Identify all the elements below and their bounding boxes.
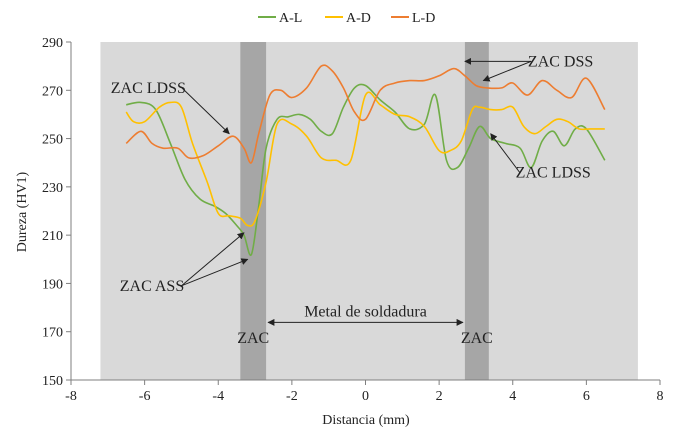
annotation-arrow-1-0: [181, 232, 245, 287]
x-tick-label: 2: [436, 389, 443, 404]
y-tick-label: 230: [42, 181, 63, 196]
legend-label-L-D: L-D: [412, 11, 435, 26]
x-tick-label: -8: [65, 389, 77, 404]
y-tick-label: 270: [42, 84, 63, 99]
x-tick-label: 0: [362, 389, 369, 404]
annotation-arrow-0-0: [181, 87, 230, 135]
series-line-L-D: [125, 64, 606, 164]
y-tick-label: 190: [42, 277, 63, 292]
series-line-A-L: [126, 83, 606, 257]
weld-metal-label: Metal de soldadura: [304, 303, 427, 320]
y-ticks: 150 170 190 210 230 250 270 290: [42, 36, 71, 389]
legend-label-A-D: A-D: [346, 11, 371, 26]
x-tick-label: -6: [139, 389, 151, 404]
y-tick-label: 210: [42, 229, 63, 244]
y-axis-title: Dureza (HV1): [15, 171, 30, 252]
haz-band-right: [464, 42, 489, 380]
annotation-arrow-1-1: [181, 258, 249, 287]
plot-area: ZAC LDSS ZAC ASS ZAC DSS ZAC LDSS: [100, 42, 638, 380]
x-tick-label: -4: [212, 389, 224, 404]
haz-label-left: ZAC: [237, 330, 269, 347]
annotation-label-1: ZAC ASS: [120, 278, 184, 295]
annotation-label-0: ZAC LDSS: [111, 80, 186, 97]
axes: -8 -6 -4 -2 0 2 4 6 8 150 170 190 210 230 250 270 290: [42, 36, 664, 404]
x-tick-label: 6: [583, 389, 590, 404]
x-tick-label: -2: [286, 389, 298, 404]
x-tick-label: 8: [657, 389, 664, 404]
annotation-layer: ZAC LDSS ZAC ASS ZAC DSS ZAC LDSS: [111, 53, 594, 295]
annotation-arrow-3-0: [490, 133, 521, 173]
y-tick-label: 250: [42, 133, 63, 148]
series-line-A-D: [125, 91, 605, 227]
x-tick-label: 4: [509, 389, 516, 404]
y-tick-label: 150: [42, 374, 63, 389]
haz-band-left: [240, 42, 267, 380]
x-axis-title: Distancia (mm): [322, 413, 410, 428]
annotation-label-3: ZAC LDSS: [516, 164, 591, 181]
legend-label-A-L: A-L: [279, 11, 302, 26]
x-ticks: -8 -6 -4 -2 0 2 4 6 8: [65, 380, 664, 404]
y-tick-label: 290: [42, 36, 63, 51]
y-tick-label: 170: [42, 326, 63, 341]
legend: A-L A-D L-D: [258, 11, 435, 26]
annotation-label-2: ZAC DSS: [528, 53, 593, 70]
series-layer: [125, 64, 606, 257]
annotation-arrow-2-1: [482, 60, 532, 82]
haz-label-right: ZAC: [461, 330, 493, 347]
weld-metal-span: Metal de soldadura ZAC ZAC: [237, 303, 493, 347]
